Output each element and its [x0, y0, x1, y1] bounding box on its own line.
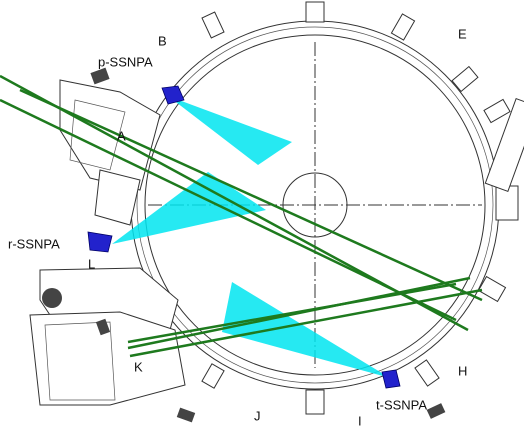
t-cone — [222, 282, 390, 378]
label: p-SSNPA — [98, 54, 153, 69]
sightlines — [0, 74, 483, 378]
detectors — [87, 85, 401, 389]
port — [201, 363, 225, 389]
port — [390, 13, 416, 41]
beam — [19, 88, 483, 302]
port — [483, 98, 511, 124]
port-k — [29, 311, 186, 406]
t-ssnpa-detector — [381, 369, 401, 389]
label: E — [458, 26, 467, 41]
label: B — [158, 33, 167, 48]
outer-ring-inner — [136, 26, 494, 384]
beam — [0, 98, 457, 322]
label: K — [134, 359, 143, 374]
port — [305, 1, 325, 23]
label: L — [88, 256, 95, 271]
vessel-wall — [144, 34, 486, 376]
beam — [129, 288, 483, 358]
port — [451, 65, 479, 93]
shield — [90, 67, 110, 85]
label: I — [358, 413, 362, 428]
port-r — [94, 169, 141, 226]
shield — [176, 407, 196, 423]
r-ssnpa-detector — [87, 231, 113, 253]
port — [477, 275, 507, 303]
label: H — [458, 363, 467, 378]
left-machinery — [29, 67, 446, 423]
port-k-detail — [44, 321, 116, 401]
shield — [426, 403, 446, 419]
beam — [127, 282, 457, 344]
label: t-SSNPA — [376, 397, 427, 412]
shield — [95, 318, 111, 336]
port — [414, 359, 440, 387]
p-ssnpa-detector — [161, 85, 185, 105]
p-cone — [168, 96, 292, 165]
label: r-SSNPA — [8, 236, 60, 251]
ports — [201, 1, 524, 415]
label: A — [117, 128, 126, 143]
side-port — [484, 97, 524, 193]
port — [305, 389, 325, 415]
label: J — [254, 408, 261, 423]
r-cone — [112, 172, 266, 244]
labels: B p-SSNPA E A r-SSNPA L K H J I t-SSNPA — [8, 26, 467, 428]
port-a-detail — [69, 99, 126, 171]
motor — [42, 288, 62, 308]
port — [201, 11, 225, 39]
